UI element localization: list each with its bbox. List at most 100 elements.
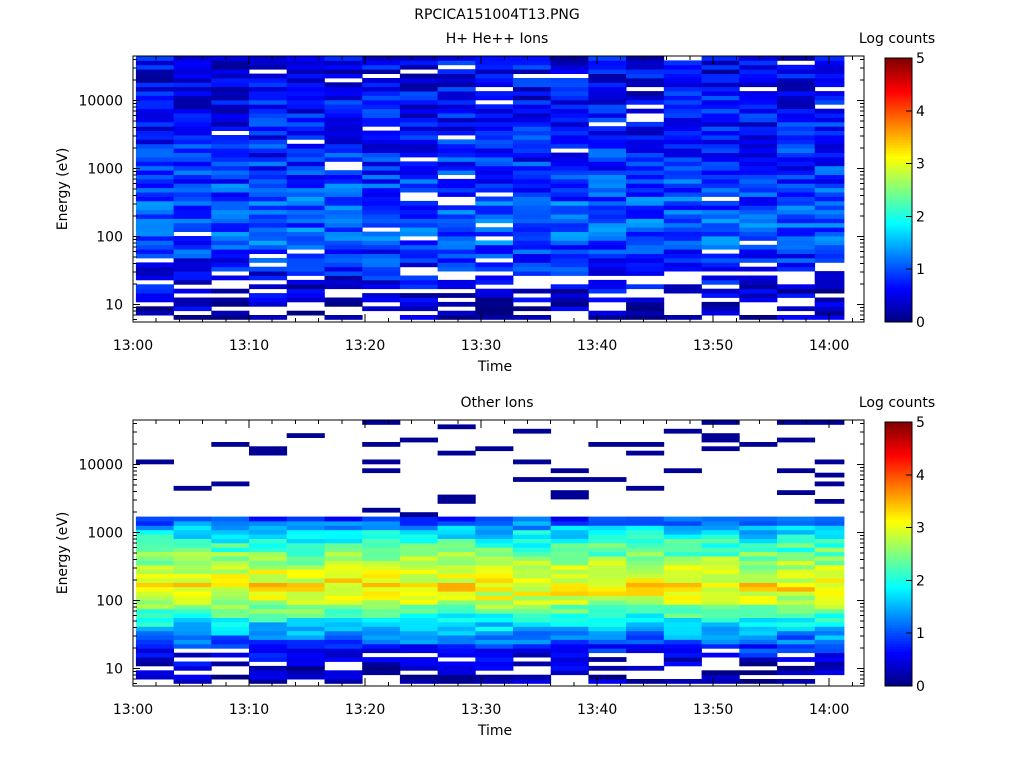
heatmap-cell [701, 639, 740, 645]
heatmap-cell [588, 240, 627, 246]
heatmap-cell [701, 262, 740, 268]
heatmap-cell [814, 271, 845, 276]
heatmap-cell [777, 578, 816, 583]
heatmap-cell [626, 450, 665, 456]
heatmap-cell [814, 310, 845, 316]
heatmap-cell [550, 117, 589, 123]
heatmap-cell [249, 529, 288, 535]
heatmap-cell [437, 661, 476, 667]
heatmap-cell [701, 586, 740, 592]
heatmap-cell [814, 542, 845, 548]
heatmap-cell [324, 556, 363, 561]
heatmap-cell [362, 670, 401, 676]
heatmap-cell [173, 556, 212, 561]
heatmap-cell [663, 521, 702, 526]
colorbar-segment [885, 509, 912, 513]
heatmap-cell [211, 639, 250, 645]
colorbar-segment [885, 158, 912, 162]
colorbar-segment [885, 482, 912, 486]
heatmap-cell [211, 178, 250, 184]
heatmap-cell [550, 113, 589, 118]
heatmap-cell [701, 560, 740, 566]
heatmap-cell [663, 69, 702, 74]
heatmap-cell [286, 187, 325, 193]
heatmap-cell [173, 306, 212, 312]
heatmap-cell [701, 64, 740, 70]
heatmap-cell [437, 542, 476, 548]
heatmap-cell [626, 315, 665, 320]
heatmap-cell [399, 665, 438, 671]
heatmap-cell [550, 665, 589, 671]
heatmap-cell [588, 161, 627, 167]
heatmap-cell [475, 297, 514, 303]
heatmap-cell [663, 178, 702, 184]
heatmap-cell [437, 648, 476, 654]
colorbar-segment [885, 543, 912, 547]
heatmap-cell [475, 104, 514, 110]
heatmap-cell [135, 117, 174, 123]
heatmap-cell [211, 266, 250, 272]
heatmap-cell [513, 152, 552, 158]
heatmap-cell [362, 459, 401, 465]
heatmap-cell [324, 271, 363, 276]
heatmap-cell [663, 73, 702, 79]
heatmap-cell [437, 121, 476, 127]
heatmap-cell [249, 240, 288, 246]
heatmap-cell [135, 209, 174, 215]
heatmap-cell [513, 525, 552, 531]
heatmap-cell [475, 542, 514, 548]
heatmap-cell [663, 91, 702, 96]
colorbar-segment [885, 456, 912, 460]
heatmap-cell [475, 214, 514, 219]
heatmap-cell [286, 670, 325, 676]
heatmap-cell [626, 665, 665, 671]
heatmap-cell [663, 613, 702, 618]
heatmap-cell [814, 521, 845, 526]
heatmap-cell [626, 258, 665, 263]
heatmap-cell [777, 534, 816, 539]
heatmap-cell [437, 227, 476, 232]
heatmap-cell [588, 244, 627, 250]
heatmap-cell [135, 121, 174, 127]
heatmap-cell [626, 209, 665, 215]
heatmap-cell [550, 306, 589, 312]
heatmap-cell [173, 652, 212, 658]
heatmap-cell [739, 157, 778, 162]
heatmap-cell [286, 104, 325, 110]
heatmap-cell [249, 178, 288, 184]
heatmap-cell [173, 249, 212, 254]
heatmap-cell [701, 591, 740, 596]
heatmap-cell [513, 178, 552, 184]
colorbar-segment [885, 279, 912, 283]
heatmap-cell [437, 301, 476, 307]
heatmap-cell [286, 578, 325, 583]
heatmap-cell [513, 161, 552, 167]
heatmap-cell [701, 679, 740, 684]
heatmap-cell [249, 99, 288, 105]
colorbar-segment [885, 285, 912, 289]
heatmap-cell [437, 499, 476, 504]
heatmap-cell [399, 200, 438, 206]
heatmap-cell [550, 586, 589, 592]
heatmap-cell [286, 635, 325, 640]
heatmap-cell [286, 218, 325, 224]
heatmap-cell [324, 301, 363, 307]
heatmap-cell [362, 622, 401, 627]
heatmap-cell [777, 573, 816, 579]
heatmap-cell [814, 556, 845, 561]
heatmap-cell [626, 578, 665, 583]
heatmap-cell [814, 630, 845, 636]
heatmap-cell [437, 91, 476, 96]
heatmap-cell [324, 657, 363, 662]
colorbar-segment [885, 538, 912, 542]
colorbar-segment [885, 142, 912, 146]
heatmap-cell [211, 113, 250, 118]
heatmap-cell [663, 617, 702, 623]
heatmap-cell [324, 521, 363, 526]
heatmap-cell [626, 542, 665, 548]
heatmap-cell [135, 104, 174, 110]
heatmap-cell [550, 560, 589, 566]
heatmap-cell [701, 564, 740, 570]
heatmap-cell [663, 183, 702, 189]
heatmap-cell [663, 236, 702, 241]
